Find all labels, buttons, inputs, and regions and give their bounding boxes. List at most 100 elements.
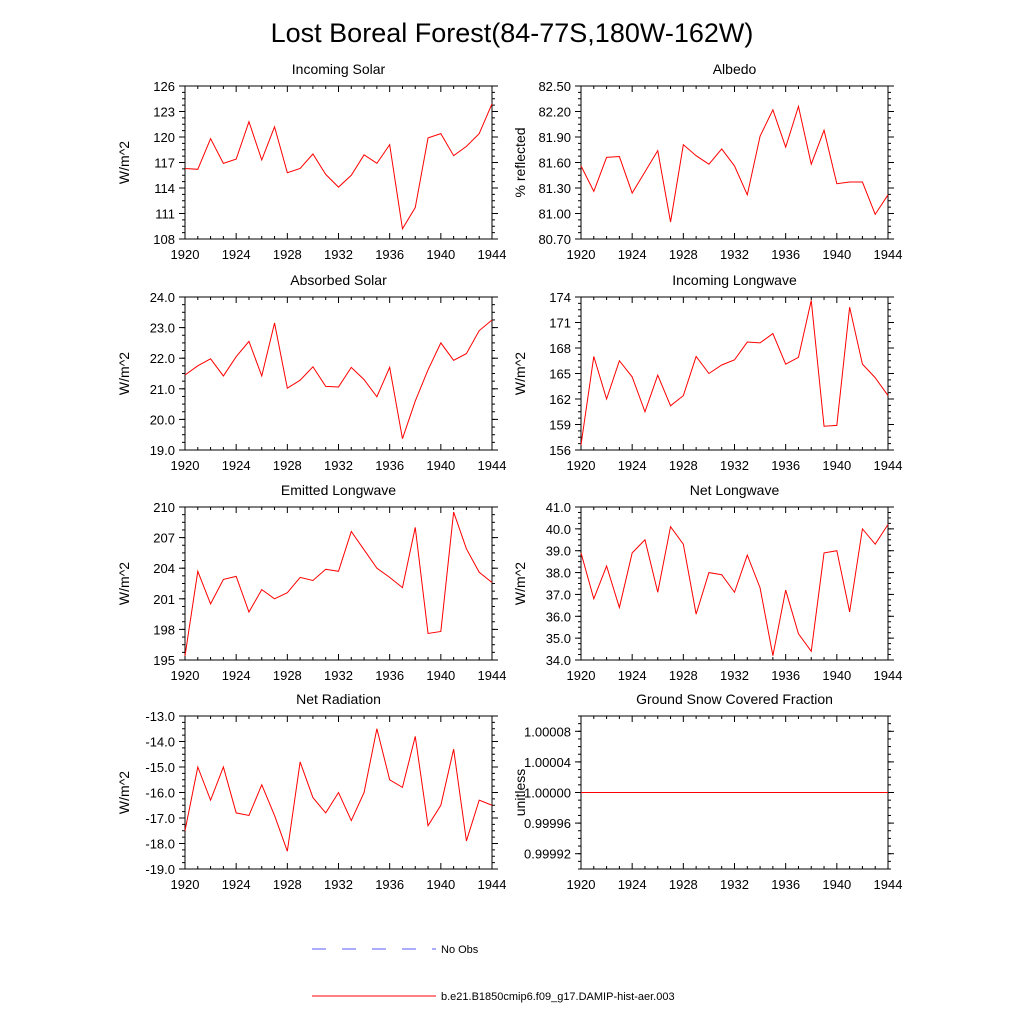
panel-title: Incoming Solar	[292, 61, 386, 77]
x-tick-label: 1924	[618, 877, 647, 892]
panel-6: Net Radiation W/m^2 1920 1924 1928 1932 1936 19…	[116, 691, 506, 892]
plot-frame	[580, 85, 889, 240]
x-tick-label: 1940	[426, 247, 455, 262]
x-tick-label: 1928	[273, 877, 302, 892]
y-tick-label: 123	[153, 105, 175, 120]
x-tick-label: 1936	[771, 877, 800, 892]
y-tick-label: 82.20	[538, 105, 571, 120]
y-tick-label: 114	[154, 181, 175, 196]
y-tick-label: 34.0	[546, 653, 571, 668]
series-line-0	[184, 319, 493, 439]
x-tick-label: 1920	[171, 877, 200, 892]
x-tick-label: 1932	[324, 877, 353, 892]
x-tick-label: 1944	[874, 877, 903, 892]
y-axis-label: W/m^2	[512, 352, 528, 395]
series-line-0	[184, 103, 493, 231]
y-tick-label: 168	[549, 341, 571, 356]
y-tick-label: 37.0	[546, 587, 571, 602]
y-tick-label: 108	[153, 232, 175, 247]
y-tick-label: 117	[154, 156, 175, 171]
x-tick-label: 1940	[822, 877, 851, 892]
x-tick-label: 1924	[222, 458, 251, 473]
x-tick-label: 1924	[222, 668, 251, 683]
y-tick-label: 120	[153, 130, 175, 145]
y-tick-label: 1.00004	[524, 755, 571, 770]
x-tick-label: 1940	[426, 877, 455, 892]
x-tick-label: 1920	[171, 668, 200, 683]
y-axis-label: W/m^2	[116, 771, 132, 814]
x-tick-label: 1928	[273, 668, 302, 683]
x-tick-label: 1940	[426, 458, 455, 473]
y-tick-label: 19.0	[150, 443, 175, 458]
panels: Incoming Solar W/m^2 1920 1924 1928 1932 1936 1…	[116, 61, 902, 892]
x-tick-label: 1936	[771, 668, 800, 683]
series-line-0	[580, 104, 889, 223]
y-tick-label: 35.0	[546, 631, 571, 646]
y-tick-label: 80.70	[538, 232, 571, 247]
x-tick-label: 1924	[618, 458, 647, 473]
x-tick-label: 1944	[478, 247, 507, 262]
x-tick-label: 1940	[426, 668, 455, 683]
y-tick-label: 81.90	[538, 130, 571, 145]
y-axis-label: W/m^2	[116, 352, 132, 395]
panel-title: Emitted Longwave	[281, 482, 396, 498]
y-tick-label: 159	[549, 418, 571, 433]
x-tick-label: 1944	[478, 458, 507, 473]
panel-1: Albedo % reflected 1920 1924 1928 1932 1936 194…	[512, 61, 902, 262]
y-tick-label: 162	[549, 392, 571, 407]
y-tick-label: 207	[153, 531, 175, 546]
x-tick-label: 1932	[324, 458, 353, 473]
panel-title: Ground Snow Covered Fraction	[636, 691, 833, 707]
y-tick-label: 40.0	[546, 522, 571, 537]
x-tick-label: 1928	[273, 458, 302, 473]
y-tick-label: 0.99996	[524, 816, 571, 831]
panel-title: Absorbed Solar	[290, 272, 387, 288]
y-tick-label: 39.0	[546, 544, 571, 559]
panel-7: Ground Snow Covered Fraction unitless 1920…	[512, 691, 902, 892]
x-tick-label: 1932	[720, 247, 749, 262]
x-tick-label: 1928	[273, 247, 302, 262]
legend-label-no-obs: No Obs	[441, 944, 479, 956]
y-tick-label: 156	[549, 443, 571, 458]
legend-label-model: b.e21.B1850cmip6.f09_g17.DAMIP-hist-aer.…	[441, 991, 675, 1003]
y-tick-label: 210	[153, 500, 175, 515]
y-tick-label: 1.00008	[524, 724, 571, 739]
y-tick-label: 20.0	[150, 412, 175, 427]
panel-title: Albedo	[713, 61, 757, 77]
panel-2: Absorbed Solar W/m^2 1920 1924 1928 1932 1936 1…	[116, 272, 506, 473]
y-axis-label: % reflected	[512, 127, 528, 197]
x-tick-label: 1932	[720, 877, 749, 892]
panel-3: Incoming Longwave W/m^2 1920 1924 1928 1932 19…	[512, 272, 902, 473]
panel-4: Emitted Longwave W/m^2 1920 1924 1928 1932 193…	[116, 482, 506, 683]
x-tick-label: 1928	[669, 247, 698, 262]
x-tick-label: 1936	[375, 668, 404, 683]
plot-frame	[184, 85, 493, 240]
y-axis-label: W/m^2	[116, 562, 132, 605]
x-tick-label: 1944	[478, 877, 507, 892]
y-axis-label: W/m^2	[512, 562, 528, 605]
y-tick-label: 81.30	[538, 181, 571, 196]
y-tick-label: -19.0	[145, 862, 175, 877]
x-tick-label: 1920	[171, 247, 200, 262]
x-tick-label: 1920	[567, 458, 596, 473]
panel-0: Incoming Solar W/m^2 1920 1924 1928 1932 1936 1…	[116, 61, 506, 262]
x-tick-label: 1920	[567, 247, 596, 262]
x-tick-label: 1944	[478, 668, 507, 683]
x-tick-label: 1944	[874, 247, 903, 262]
figure-title: Lost Boreal Forest(84-77S,180W-162W)	[271, 18, 754, 48]
x-tick-label: 1920	[567, 668, 596, 683]
x-tick-label: 1928	[669, 668, 698, 683]
y-axis-label: W/m^2	[116, 141, 132, 184]
x-tick-label: 1940	[822, 458, 851, 473]
x-tick-label: 1928	[669, 458, 698, 473]
x-tick-label: 1936	[375, 247, 404, 262]
series-line-0	[580, 524, 889, 656]
y-axis-label: unitless	[512, 769, 528, 816]
y-tick-label: 36.0	[546, 609, 571, 624]
panel-title: Net Longwave	[690, 482, 780, 498]
plot-frame	[580, 506, 889, 661]
y-tick-label: 21.0	[150, 382, 175, 397]
x-tick-label: 1932	[720, 458, 749, 473]
y-tick-label: 204	[153, 561, 175, 576]
